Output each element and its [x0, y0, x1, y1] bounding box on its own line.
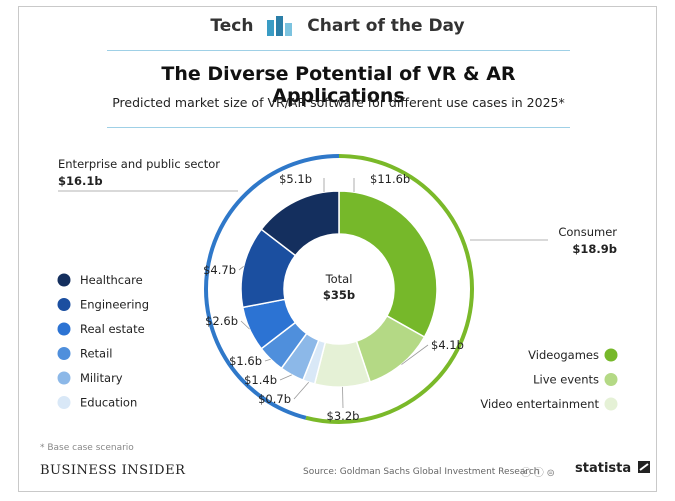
- chart-logo-icon: [267, 16, 293, 36]
- value-label-real-estate: $2.6b: [205, 314, 238, 328]
- value-label-education: $0.7b: [258, 392, 291, 406]
- legend-label-retail: Retail: [80, 347, 113, 361]
- value-label-military: $1.4b: [244, 373, 277, 387]
- group-arc-enterprise-and-public-sector: [204, 154, 340, 420]
- slice-videogames: [338, 190, 438, 339]
- brand-right: Chart of the Day: [307, 16, 465, 36]
- license-icons: ⓒ ⓘ ⊜: [521, 468, 555, 479]
- legend-swatch-real-estate: [57, 322, 71, 336]
- legend-label-live-events: Live events: [533, 373, 599, 387]
- value-label-videogames: $11.6b: [370, 172, 410, 186]
- group-arc-consumer: [305, 154, 474, 424]
- leader-real-estate: [240, 320, 250, 330]
- value-label-retail: $1.6b: [229, 354, 262, 368]
- legend-label-military: Military: [80, 371, 123, 385]
- footnote: * Base case scenario: [40, 443, 134, 453]
- value-label-video-entertainment: $3.2b: [327, 409, 360, 423]
- group-label-enterprise: Enterprise and public sector: [58, 157, 220, 171]
- leader-engineering: [238, 266, 244, 271]
- legend-swatch-retail: [57, 347, 71, 360]
- legend-label-healthcare: Healthcare: [80, 273, 143, 287]
- title-box: The Diverse Potential of VR & AR Applica…: [107, 50, 570, 128]
- leader-retail: [264, 358, 271, 362]
- leader-education: [293, 381, 310, 400]
- center-total-value: $35b: [323, 288, 355, 302]
- slice-healthcare: [260, 190, 340, 257]
- legend-swatch-education: [57, 396, 71, 409]
- group-label-consumer: Consumer: [558, 225, 617, 239]
- legend-label-video-entertainment: Video entertainment: [480, 397, 599, 411]
- value-label-engineering: $4.7b: [203, 263, 236, 277]
- brand-left: Tech: [210, 16, 254, 36]
- chart-title: The Diverse Potential of VR & AR Applica…: [161, 63, 516, 107]
- legend-label-engineering: Engineering: [80, 298, 149, 312]
- chart-subtitle: Predicted market size of VR/AR software …: [112, 95, 565, 110]
- leader-military: [279, 374, 292, 381]
- legend-label-videogames: Videogames: [528, 348, 599, 362]
- legend-label-real-estate: Real estate: [80, 322, 145, 336]
- legend-swatch-video-entertainment: [604, 397, 618, 411]
- statista-text: statista: [575, 461, 632, 476]
- statista-logo: statista: [575, 461, 650, 476]
- group-value-enterprise: $16.1b: [58, 174, 103, 188]
- group-value-consumer: $18.9b: [572, 242, 617, 256]
- center-total-label: Total: [325, 272, 353, 286]
- leader-live-events: [401, 344, 429, 365]
- legend-swatch-healthcare: [57, 273, 71, 287]
- value-label-healthcare: $5.1b: [279, 172, 312, 186]
- legend-swatch-engineering: [57, 298, 71, 311]
- statista-mark-icon: [637, 461, 650, 473]
- legend-swatch-videogames: [604, 348, 618, 362]
- value-label-live-events: $4.1b: [431, 338, 464, 352]
- legend-swatch-military: [57, 371, 71, 385]
- legend-label-education: Education: [80, 396, 137, 410]
- source-note: Source: Goldman Sachs Global Investment …: [303, 467, 540, 477]
- brand-header: Tech Chart of the Day: [0, 16, 675, 36]
- publisher-logo: BUSINESS INSIDER: [40, 463, 186, 478]
- legend-swatch-live-events: [604, 373, 618, 386]
